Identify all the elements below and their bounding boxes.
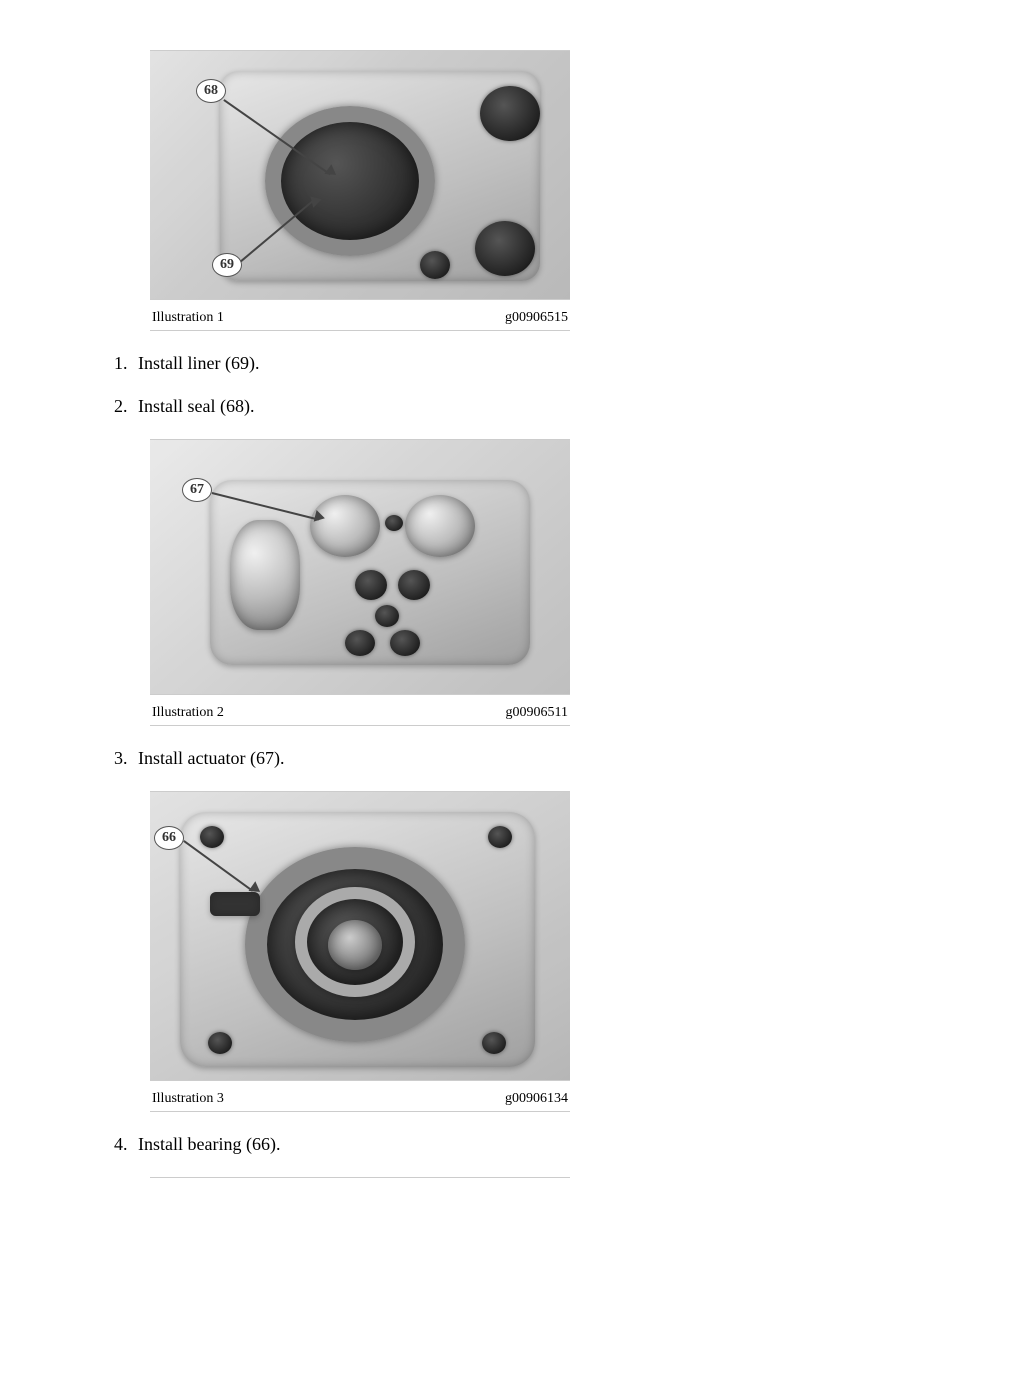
step-4: Install bearing (66). xyxy=(132,1134,964,1155)
callout-66: 66 xyxy=(154,826,184,850)
step-list-1: Install liner (69). Install seal (68). xyxy=(132,353,964,417)
figure-3-caption: Illustration 3 g00906134 xyxy=(150,1081,570,1112)
step-1: Install liner (69). xyxy=(132,353,964,374)
callout-68: 68 xyxy=(196,79,226,103)
step-3: Install actuator (67). xyxy=(132,748,964,769)
step-list-3: Install bearing (66). xyxy=(132,1134,964,1155)
figure-3: 66 Illustration 3 g00906134 xyxy=(150,791,570,1112)
step-2: Install seal (68). xyxy=(132,396,964,417)
figure-2-caption: Illustration 2 g00906511 xyxy=(150,695,570,726)
illustration-code: g00906511 xyxy=(506,705,568,721)
callout-69: 69 xyxy=(212,253,242,277)
illustration-label: Illustration 3 xyxy=(152,1091,224,1107)
step-list-2: Install actuator (67). xyxy=(132,748,964,769)
figure-1: 68 69 Illustration 1 g00906515 xyxy=(150,50,570,331)
illustration-label: Illustration 1 xyxy=(152,310,224,326)
figure-2-image: 67 xyxy=(150,439,570,695)
figure-1-image: 68 69 xyxy=(150,50,570,300)
figure-1-caption: Illustration 1 g00906515 xyxy=(150,300,570,331)
figure-2: 67 Illustration 2 g00906511 xyxy=(150,439,570,726)
callout-67: 67 xyxy=(182,478,212,502)
figure-3-image: 66 xyxy=(150,791,570,1081)
illustration-code: g00906134 xyxy=(505,1091,568,1107)
illustration-label: Illustration 2 xyxy=(152,705,224,721)
illustration-code: g00906515 xyxy=(505,310,568,326)
